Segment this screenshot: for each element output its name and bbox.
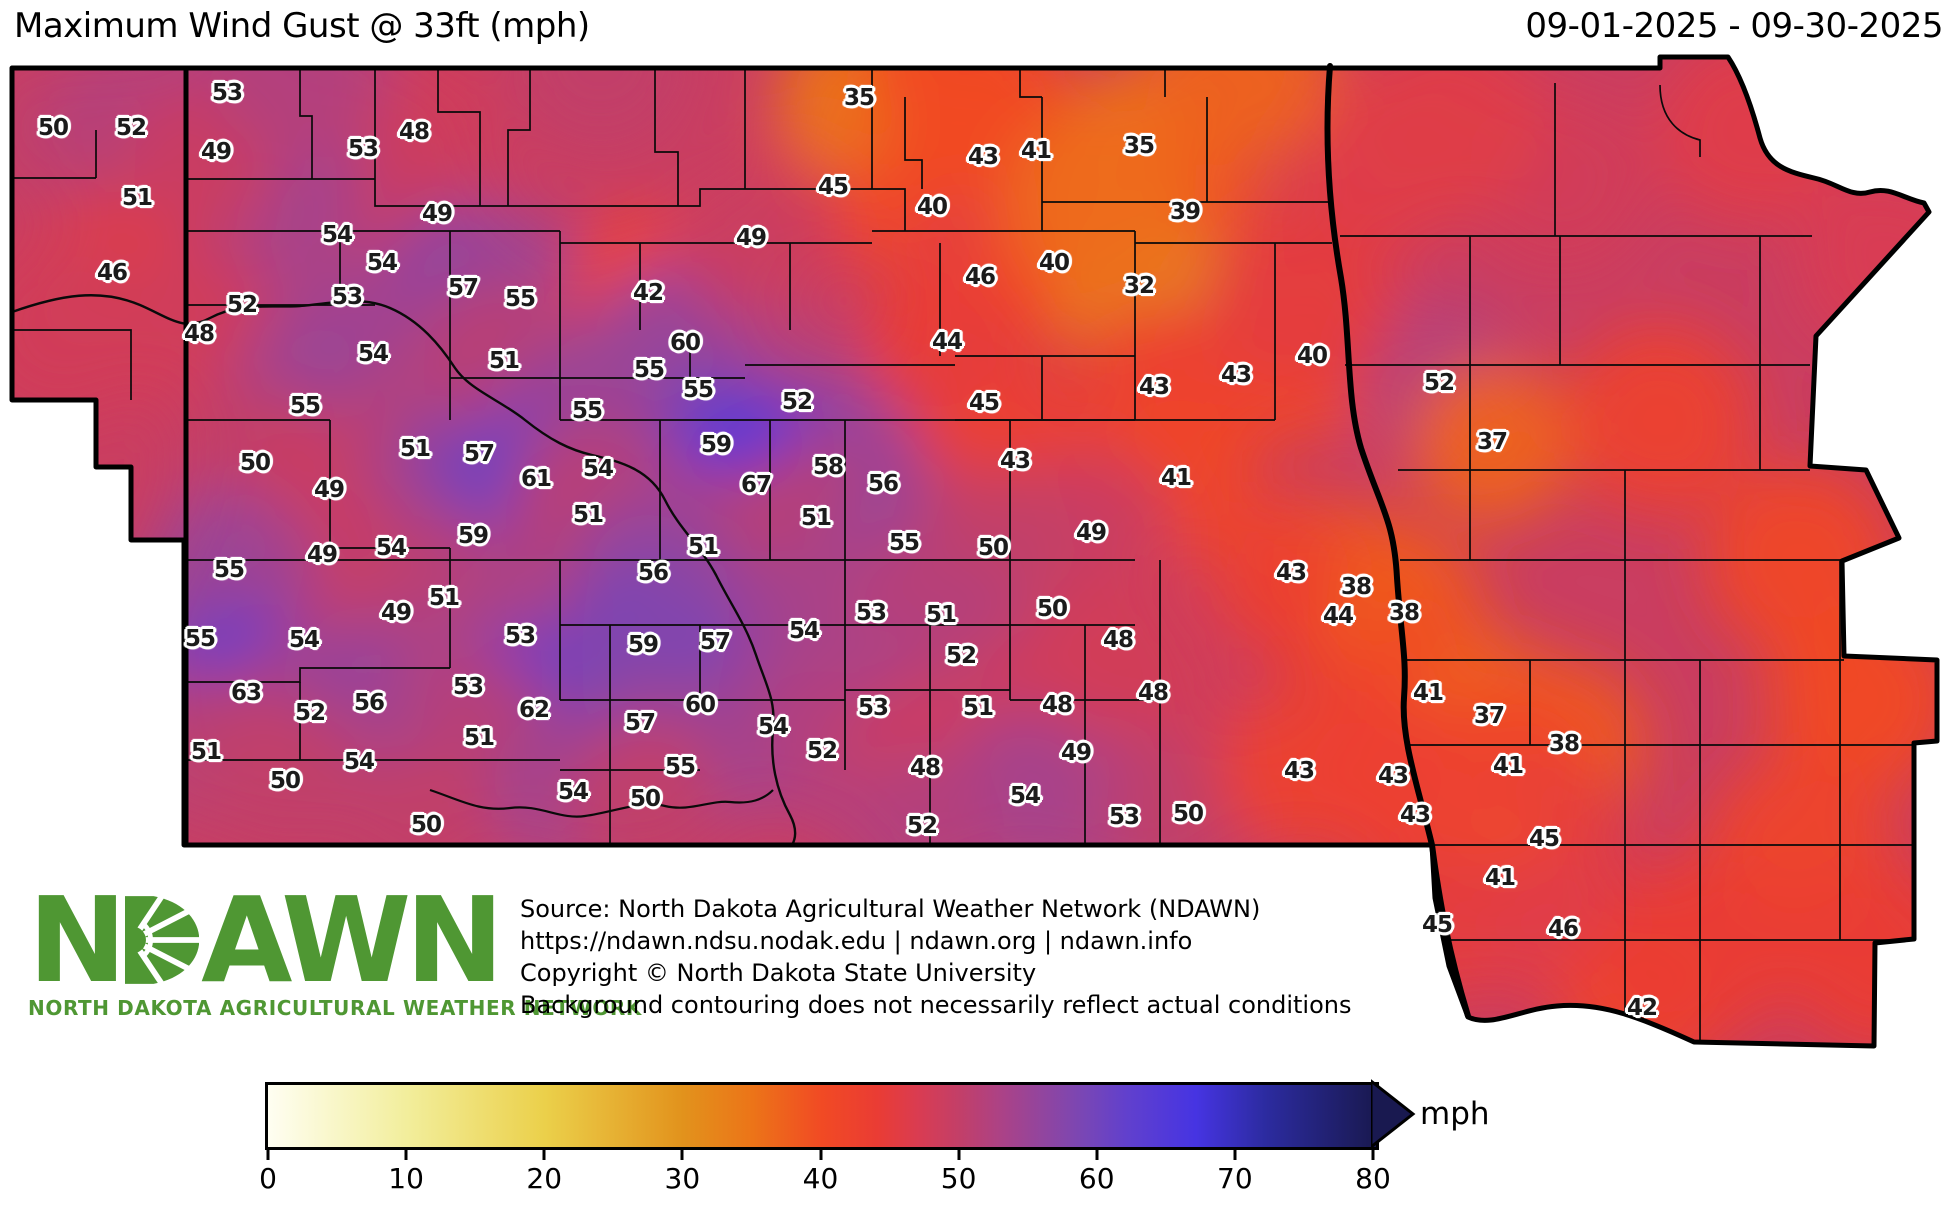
date-range: 09-01-2025 - 09-30-2025 <box>1525 6 1943 46</box>
colorbar-tick-label: 40 <box>802 1162 839 1195</box>
colorbar-tick-mark <box>266 1148 270 1160</box>
cannonball-river-line <box>429 788 774 818</box>
colorbar-tick-label: 30 <box>664 1162 701 1195</box>
colorbar-tick-mark <box>404 1148 408 1160</box>
colorbar-tick-mark <box>1095 1148 1099 1160</box>
colorbar-arrow <box>1371 1079 1416 1149</box>
colorbar-tick-mark <box>1371 1148 1375 1160</box>
colorbar-tick-label: 80 <box>1355 1162 1391 1195</box>
colorbar-tick-mark <box>957 1148 961 1160</box>
source-line: https://ndawn.ndsu.nodak.edu | ndawn.org… <box>520 927 1193 955</box>
source-line: Copyright © North Dakota State Universit… <box>520 959 1037 987</box>
colorbar-ticks: 0 10 20 30 40 50 60 70 80 <box>0 1148 1957 1198</box>
source-attribution: Source: North Dakota Agricultural Weathe… <box>520 893 1351 1021</box>
colorbar-tick-mark <box>680 1148 684 1160</box>
colorbar-tick-mark <box>1233 1148 1237 1160</box>
logo-letters-awn: AWN <box>201 871 504 1009</box>
source-line: Source: North Dakota Agricultural Weathe… <box>520 895 1261 923</box>
missouri-river-line <box>12 294 797 846</box>
map-outer-border <box>9 54 1940 1049</box>
ndawn-sunrise-d-icon <box>124 894 200 986</box>
colorbar <box>265 1082 1379 1150</box>
colorbar-tick-label: 20 <box>526 1162 563 1195</box>
colorbar-tick-label: 50 <box>940 1162 977 1195</box>
ndawn-logo: N AWN NORTH DAKOTA AGRICULTURAL WEATHER … <box>28 871 643 1020</box>
page-title: Maximum Wind Gust @ 33ft (mph) <box>14 6 590 46</box>
logo-tagline: NORTH DAKOTA AGRICULTURAL WEATHER NETWOR… <box>28 996 643 1020</box>
colorbar-unit-label: mph <box>1420 1096 1490 1132</box>
colorbar-tick-label: 70 <box>1217 1162 1253 1195</box>
source-line: Background contouring does not necessari… <box>520 991 1352 1019</box>
colorbar-tick-mark <box>819 1148 822 1160</box>
colorbar-tick-mark <box>542 1148 546 1160</box>
colorbar-tick-label: 60 <box>1078 1162 1115 1195</box>
logo-letter-n: N <box>28 871 127 1009</box>
colorbar-tick-label: 10 <box>388 1162 424 1195</box>
colorbar-tick-label: 0 <box>259 1162 277 1195</box>
